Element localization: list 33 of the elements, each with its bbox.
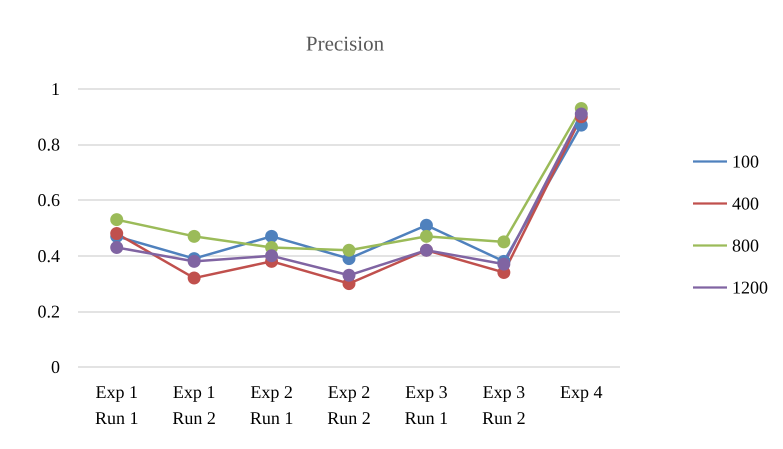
point [342, 244, 356, 257]
y-tick-label: 1 [51, 79, 60, 99]
x-tick-label: Exp 4 [560, 382, 603, 402]
point [110, 227, 124, 240]
x-tick-label: Exp 2 Run 2 [327, 382, 371, 428]
point [265, 249, 278, 262]
legend-label: 100 [732, 152, 759, 172]
point [188, 272, 201, 285]
chart-title: Precision [306, 32, 385, 56]
point [188, 230, 201, 243]
y-tick-label: 0.8 [38, 134, 60, 155]
x-tick-label: Exp 1 Run 1 [94, 382, 138, 428]
x-tick-label: Exp 1 Run 2 [172, 382, 216, 428]
point [497, 235, 510, 248]
y-tick-label: 0.4 [38, 246, 60, 266]
x-tick-label: Exp 3 Run 1 [404, 382, 448, 428]
point [420, 230, 433, 243]
y-tick-label: 0.6 [38, 190, 60, 210]
x-tick-label: Exp 2 Run 1 [250, 382, 294, 428]
legend-label: 800 [732, 236, 759, 256]
y-tick-label: 0 [51, 357, 60, 377]
legend-label: 1200 [732, 278, 768, 298]
point [188, 254, 201, 268]
point [110, 240, 124, 254]
point [574, 108, 588, 121]
point [497, 258, 510, 271]
point [420, 218, 433, 232]
y-tick-label: 0.2 [38, 301, 60, 322]
legend-label: 400 [732, 194, 759, 214]
x-tick-label: Exp 3 Run 2 [482, 382, 526, 428]
point [342, 268, 356, 282]
point [110, 213, 124, 226]
point [265, 230, 278, 243]
